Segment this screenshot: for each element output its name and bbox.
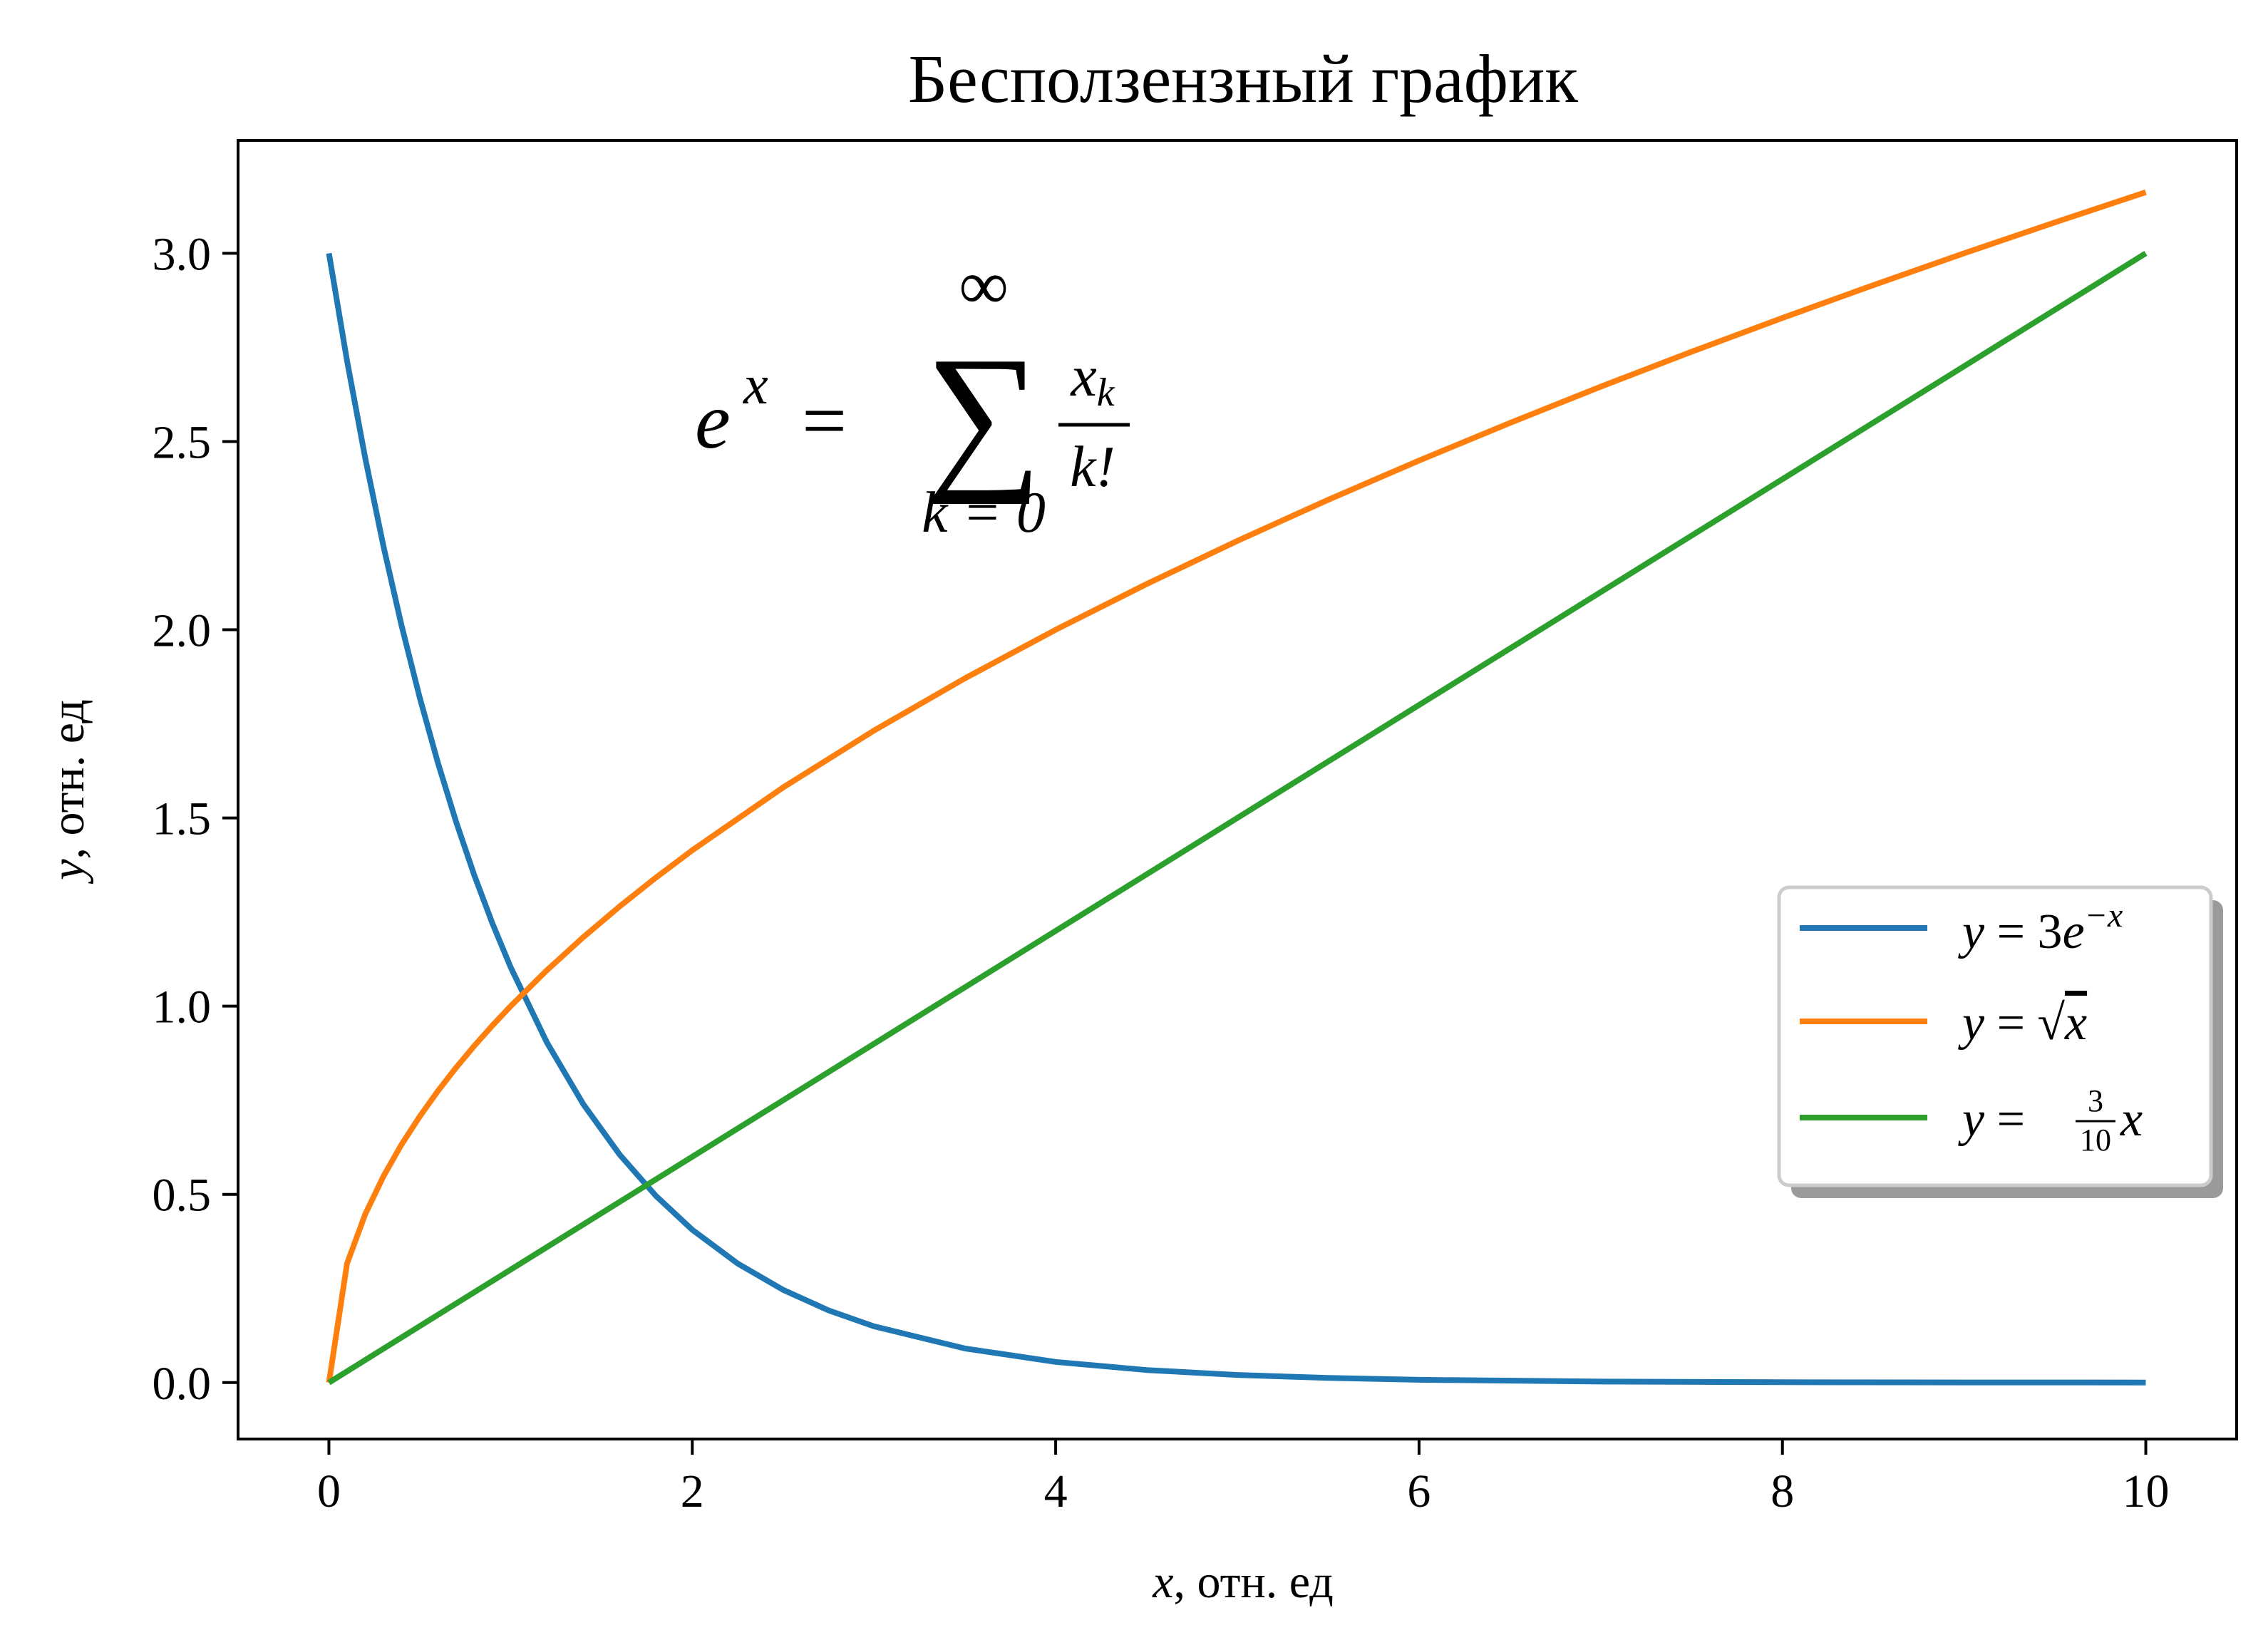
series-exp-decay-line [326,252,2146,1386]
x-axis-ticks: 0 2 4 6 8 10 [317,1439,2170,1517]
legend-entry-linear: y = [1958,1092,2025,1147]
annotation-lower-limit: k = 0 [922,480,1046,545]
legend-entry-linear-x: x [2120,1092,2143,1147]
y-tick-label: 1.0 [153,981,212,1033]
annotation-sum-sign: ∑ [925,323,1042,505]
annotation-denominator: k! [1070,434,1115,499]
x-tick-label: 0 [317,1465,341,1517]
plot-area [237,139,2238,1440]
annotation-equals: = [802,377,847,465]
legend-entry-linear-den: 10 [2080,1123,2111,1157]
x-tick-label: 4 [1044,1465,1068,1517]
series-sqrt-line [326,189,2147,1383]
chart-title: Бесползензный график [908,41,1578,117]
legend: y = 3e−x y = √x y = 3 10 x [1777,885,2223,1198]
y-tick-label: 1.5 [153,793,212,845]
annotation-upper-limit: ∞ [959,247,1009,324]
y-tick-label: 0.5 [153,1170,212,1222]
y-tick-label: 2.5 [153,416,212,468]
y-tick-label: 3.0 [153,228,212,280]
series-linear-line [327,251,2148,1386]
y-tick-label: 0.0 [153,1358,212,1410]
x-axis-label: x, отн. ед [1152,1556,1334,1608]
formula-annotation: e x = ∑ ∞ k = 0 xk k! [695,247,1130,545]
x-tick-label: 8 [1770,1465,1794,1517]
y-tick-label: 2.0 [153,605,212,657]
annotation-exponent-x: x [743,354,768,416]
annotation-e: e [695,377,731,465]
y-axis-ticks: 0.0 0.5 1.0 1.5 2.0 2.5 3.0 [153,228,238,1410]
series-layer [326,189,2148,1386]
x-tick-label: 2 [681,1465,704,1517]
legend-entry-sqrt: y = √x [1958,996,2087,1051]
legend-entry-linear-num: 3 [2088,1083,2103,1118]
x-tick-label: 10 [2123,1465,2170,1517]
x-axis-label-rest: , отн. ед [1174,1556,1334,1608]
x-axis-label-var: x [1152,1556,1173,1608]
y-axis-label-rest: , отн. ед [42,699,94,859]
legend-frame [1777,885,2213,1187]
axes-frame [237,139,2238,1440]
x-tick-label: 6 [1407,1465,1431,1517]
y-axis-label: y, отн. ед [42,699,94,885]
y-axis-label-var: y [42,859,94,885]
